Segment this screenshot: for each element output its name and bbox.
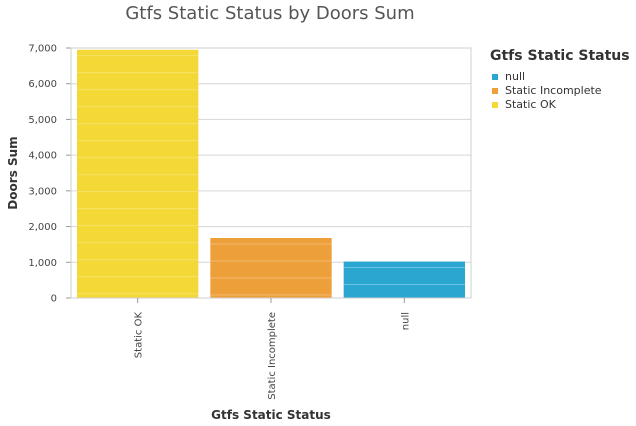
bar-striations (343, 267, 465, 285)
y-tick-label: 5,000 (28, 115, 57, 126)
bar (343, 261, 465, 298)
legend-label: Static OK (505, 98, 557, 111)
y-tick-label: 4,000 (28, 151, 57, 162)
x-tick-label: null (400, 312, 411, 330)
bar-striations (77, 55, 199, 295)
x-tick-label: Static Incomplete (267, 312, 278, 400)
bars (77, 49, 465, 299)
chart-title: Gtfs Static Status by Doors Sum (125, 3, 414, 24)
legend-swatch (492, 88, 498, 94)
bar (210, 238, 332, 298)
y-tick-label: 7,000 (28, 44, 57, 55)
legend-swatch (492, 74, 498, 80)
bar-striations (210, 243, 332, 296)
legend-title: Gtfs Static Status (490, 48, 630, 64)
axes: 0 1,000 2,000 3,000 4,000 5,000 6,000 7,000 Stat… (28, 44, 472, 400)
y-tick-label: 2,000 (28, 222, 57, 233)
y-tick-label: 0 (51, 294, 57, 305)
bar (77, 49, 199, 299)
x-axis-title: Gtfs Static Status (211, 408, 331, 422)
y-tick-label: 6,000 (28, 79, 57, 90)
y-axis-title: Doors Sum (6, 136, 20, 209)
y-tick-label: 1,000 (28, 258, 57, 269)
legend-swatch (492, 102, 498, 108)
y-tick-label: 3,000 (28, 186, 57, 197)
legend-label: null (505, 70, 525, 83)
x-tick-label: Static OK (134, 312, 145, 359)
legend-label: Static Incomplete (505, 84, 602, 97)
